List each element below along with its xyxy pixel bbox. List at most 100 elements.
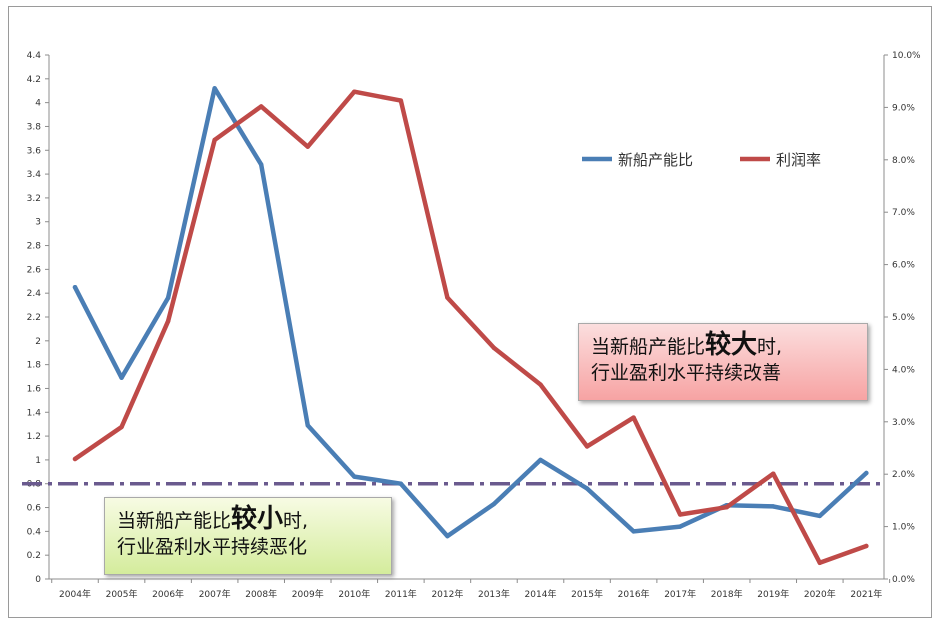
y-left-tick-label: 1: [35, 456, 41, 466]
series-0-point: [491, 501, 497, 507]
x-tick-label: 2021年: [850, 588, 882, 600]
callout-low-emphasis: 较小: [231, 504, 284, 534]
callout-low-line1: 当新船产能比较小时,: [117, 506, 381, 534]
series-1-point: [72, 456, 78, 462]
callout-low-line2: 行业盈利水平持续恶化: [117, 536, 308, 558]
series-1-point: [398, 98, 404, 103]
x-tick-label: 2011年: [385, 588, 417, 600]
legend-label-0: 新船产能比: [618, 151, 693, 169]
y-left-tick-label: 0.2: [27, 551, 41, 561]
y-left-tick-label: 1.4: [27, 408, 42, 418]
y-left-tick-label: 1.8: [27, 361, 42, 371]
x-tick-label: 2004年: [59, 588, 91, 600]
series-1-point: [352, 89, 357, 94]
y-left-tick-label: 2: [35, 337, 41, 347]
y-right-tick-label: 7.0%: [892, 208, 915, 218]
x-tick-label: 2016年: [618, 588, 650, 600]
series-1-point: [305, 144, 310, 149]
y-left-tick-label: 0.4: [27, 527, 42, 537]
series-0-point: [677, 524, 683, 529]
series-0-point: [817, 513, 822, 519]
y-left-tick-label: 0.6: [27, 504, 42, 514]
x-tick-label: 2010年: [338, 588, 370, 600]
legend-label-1: 利润率: [776, 151, 821, 169]
series-0-point: [538, 457, 543, 463]
y-left-tick-label: 0: [35, 575, 41, 585]
x-tick-label: 2007年: [199, 588, 231, 600]
y-right-tick-label: 10.0%: [892, 51, 921, 61]
y-right-tick-label: 3.0%: [892, 418, 915, 428]
callout-high-suffix: 时,: [757, 336, 783, 358]
series-0-point: [119, 375, 124, 380]
series-1-point: [584, 444, 590, 449]
y-left-tick-label: 2.2: [27, 313, 41, 323]
callout-high-line1: 当新船产能比较大时,: [591, 332, 857, 360]
y-right-tick-label: 2.0%: [892, 470, 915, 480]
x-tick-label: 2015年: [571, 588, 603, 600]
y-right-tick-label: 8.0%: [892, 156, 915, 166]
series-1-point: [212, 137, 217, 143]
y-left-tick-label: 4: [35, 99, 41, 109]
y-left-tick-label: 3.8: [27, 122, 42, 132]
y-right-tick-label: 4.0%: [892, 365, 915, 375]
series-line-0: [72, 86, 869, 539]
y-left-tick-label: 1.6: [27, 384, 42, 394]
series-1-point: [165, 319, 171, 324]
x-tick-label: 2005年: [106, 588, 138, 600]
x-tick-label: 2019年: [757, 588, 789, 600]
series-1-point: [538, 382, 543, 387]
x-tick-label: 2014年: [525, 588, 557, 600]
callout-high-ratio: 当新船产能比较大时, 行业盈利水平持续改善: [578, 323, 868, 401]
series-line-1: [72, 89, 869, 566]
callout-high-prefix: 当新船产能比: [591, 336, 706, 358]
series-0-point: [631, 529, 636, 534]
x-tick-label: 2017年: [664, 588, 696, 600]
series-1-point: [119, 424, 124, 430]
series-1-point: [724, 505, 729, 510]
callout-low-suffix: 时,: [283, 510, 309, 532]
series-0-point: [72, 285, 78, 290]
y-left-tick-label: 4.2: [27, 75, 41, 85]
y-right-tick-label: 1.0%: [892, 523, 915, 533]
series-0-point: [864, 470, 869, 476]
x-tick-label: 2012年: [431, 588, 463, 600]
x-tick-label: 2009年: [292, 588, 324, 600]
x-tick-label: 2020年: [804, 588, 836, 600]
series-1-point: [677, 512, 683, 517]
callout-low-ratio: 当新船产能比较小时, 行业盈利水平持续恶化: [104, 497, 392, 575]
y-left-tick-label: 2.4: [27, 289, 42, 299]
series-0-point: [771, 504, 776, 509]
y-right-tick-label: 9.0%: [892, 103, 915, 113]
series-1-point: [817, 560, 822, 565]
series-0-point: [212, 86, 217, 91]
y-right-tick-label: 6.0%: [892, 261, 915, 271]
y-right-tick-label: 0.0%: [892, 575, 915, 585]
x-tick-label: 2018年: [711, 588, 743, 600]
y-left-tick-label: 2.8: [27, 242, 42, 252]
y-left-tick-label: 3.6: [27, 146, 42, 156]
y-left-tick-label: 4.4: [27, 51, 42, 61]
y-right-tick-label: 5.0%: [892, 313, 915, 323]
series-0-point: [584, 486, 590, 491]
callout-high-emphasis: 较大: [705, 330, 758, 360]
series-0-point: [305, 423, 310, 428]
series-1-point: [491, 345, 497, 351]
callout-low-prefix: 当新船产能比: [117, 510, 232, 532]
series-0-point: [165, 295, 171, 301]
series-1-point: [631, 415, 636, 420]
y-left-tick-label: 1.2: [27, 432, 41, 442]
series-0-point: [445, 533, 450, 539]
x-tick-label: 2006年: [152, 588, 184, 600]
x-tick-label: 2013年: [478, 588, 510, 600]
series-1-point: [259, 104, 264, 109]
series-0-point: [352, 474, 357, 479]
y-left-tick-label: 3: [35, 218, 41, 228]
y-left-tick-label: 3.4: [27, 170, 42, 180]
x-tick-label: 2008年: [245, 588, 277, 600]
y-left-tick-label: 3.2: [27, 194, 41, 204]
series-1-point: [771, 471, 776, 476]
callout-high-line2: 行业盈利水平持续改善: [591, 362, 782, 384]
series-1-point: [445, 295, 450, 300]
y-left-tick-label: 2.6: [27, 265, 42, 275]
